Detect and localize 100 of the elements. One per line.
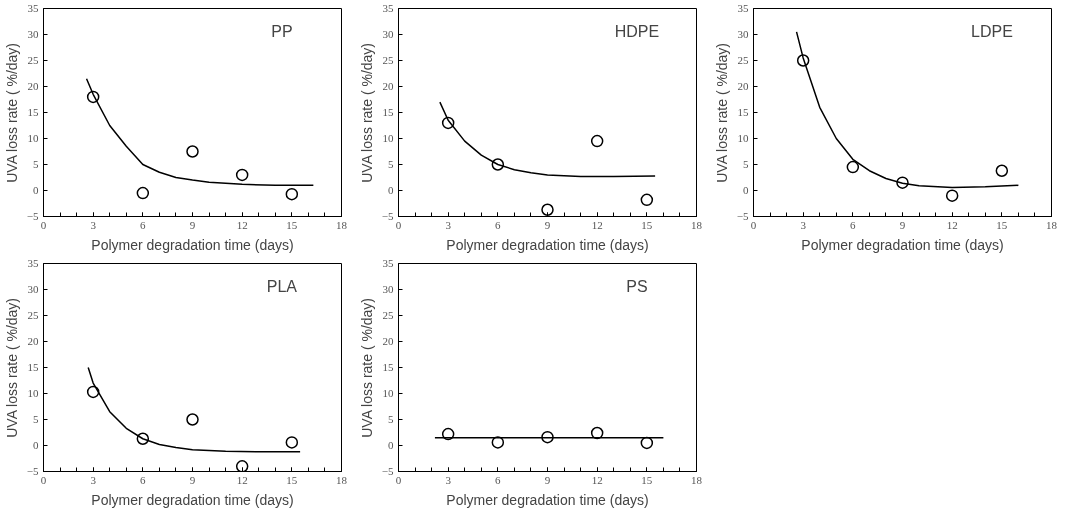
y-tick-label: 30 [27, 283, 39, 295]
x-tick-label: 9 [899, 218, 906, 231]
y-tick-label: 25 [737, 54, 749, 66]
text: PLA [266, 277, 298, 295]
y-tick-label: 25 [27, 309, 39, 321]
x-tick-label: 15 [641, 473, 653, 486]
y-tick-label: 5 [388, 158, 394, 170]
y-axis-title: UVA loss rate ( %/day) [3, 42, 20, 183]
y-tick-label: 30 [27, 28, 39, 40]
y-axis-title: UVA loss rate ( %/day) [358, 42, 375, 183]
y-tick-label: 20 [27, 335, 39, 347]
x-tick-label: 3 [445, 218, 452, 231]
y-tick-label: 0 [388, 184, 394, 196]
text: HDPE [614, 22, 660, 40]
x-tick-label: 9 [189, 473, 196, 486]
x-tick-label: 3 [90, 473, 97, 486]
x-tick-label: 12 [946, 218, 958, 231]
y-tick-label: 35 [382, 2, 394, 14]
x-tick-label: 15 [641, 218, 653, 231]
text: PS [626, 277, 648, 295]
x-tick-label: 18 [336, 218, 348, 231]
point [945, 189, 959, 202]
y-tick-label: 10 [382, 387, 394, 399]
y-tick-label: 15 [737, 106, 749, 118]
y-tick-label: 5 [33, 413, 39, 425]
x-tick-label: 6 [495, 473, 502, 486]
y-tick-label: 20 [27, 80, 39, 92]
y-tick-label: 5 [33, 158, 39, 170]
y-tick-label: 30 [382, 28, 394, 40]
point [186, 145, 199, 158]
y-tick-label: 25 [382, 309, 394, 321]
x-tick-label: 18 [1046, 218, 1058, 231]
point [235, 168, 249, 182]
y-axis-title: UVA loss rate ( %/day) [3, 297, 20, 438]
x-axis-title: Polymer degradation time (days) [91, 236, 294, 253]
point [846, 160, 860, 174]
x-tick-label: 12 [236, 218, 248, 231]
x-tick-label: 18 [336, 473, 348, 486]
point [590, 426, 604, 440]
point [640, 193, 654, 207]
y-tick-label: 25 [382, 54, 394, 66]
point [491, 436, 505, 449]
y-tick-label: 15 [27, 106, 39, 118]
y-tick-label: 0 [743, 184, 749, 196]
y-tick-label: 35 [382, 257, 394, 269]
x-tick-label: 9 [544, 473, 551, 486]
x-axis-title: Polymer degradation time (days) [801, 236, 1004, 253]
y-tick-label: 0 [388, 439, 394, 451]
y-tick-label: 5 [743, 158, 749, 170]
text: LDPE [971, 22, 1013, 40]
x-tick-label: 3 [445, 473, 452, 486]
point [186, 413, 199, 426]
text: PP [271, 22, 293, 40]
y-tick-label: 10 [27, 387, 39, 399]
y-tick-label: −5 [26, 210, 39, 222]
y-tick-label: 15 [382, 361, 394, 373]
x-tick-label: 6 [495, 218, 502, 231]
y-tick-label: −5 [26, 465, 39, 477]
y-tick-label: 30 [737, 28, 749, 40]
y-tick-label: −5 [381, 465, 394, 477]
y-tick-label: 30 [382, 283, 394, 295]
y-tick-label: 35 [27, 2, 39, 14]
y-tick-label: 15 [382, 106, 394, 118]
x-tick-label: 12 [591, 473, 603, 486]
x-tick-label: 18 [691, 473, 703, 486]
line-series [85, 77, 315, 187]
point [590, 134, 604, 148]
x-tick-label: 12 [236, 473, 248, 486]
y-tick-label: 10 [27, 132, 39, 144]
y-tick-label: 35 [737, 2, 749, 14]
x-tick-label: 9 [544, 218, 551, 231]
x-tick-label: 15 [286, 218, 298, 231]
point [235, 460, 249, 472]
x-tick-label: 6 [140, 473, 147, 486]
x-tick-label: 18 [691, 218, 703, 231]
x-tick-label: 3 [800, 218, 807, 231]
y-tick-label: 5 [388, 413, 394, 425]
x-tick-label: 6 [140, 218, 147, 231]
line-series [439, 101, 656, 178]
point [285, 187, 299, 201]
y-tick-label: 35 [27, 257, 39, 269]
y-tick-label: 0 [33, 184, 39, 196]
y-tick-label: 20 [737, 80, 749, 92]
y-tick-label: 25 [27, 54, 39, 66]
y-tick-label: 10 [737, 132, 749, 144]
x-axis-title: Polymer degradation time (days) [446, 491, 649, 508]
x-tick-label: 15 [996, 218, 1008, 231]
y-tick-label: 20 [382, 335, 394, 347]
y-tick-label: 15 [27, 361, 39, 373]
point [541, 203, 554, 216]
y-tick-label: −5 [736, 210, 749, 222]
x-tick-label: 6 [850, 218, 857, 231]
y-tick-label: −5 [381, 210, 394, 222]
x-tick-label: 12 [591, 218, 603, 231]
x-axis-title: Polymer degradation time (days) [91, 491, 294, 508]
point [640, 436, 654, 450]
x-tick-label: 3 [90, 218, 97, 231]
y-tick-label: 20 [382, 80, 394, 92]
point [285, 436, 299, 449]
y-tick-label: 10 [382, 132, 394, 144]
